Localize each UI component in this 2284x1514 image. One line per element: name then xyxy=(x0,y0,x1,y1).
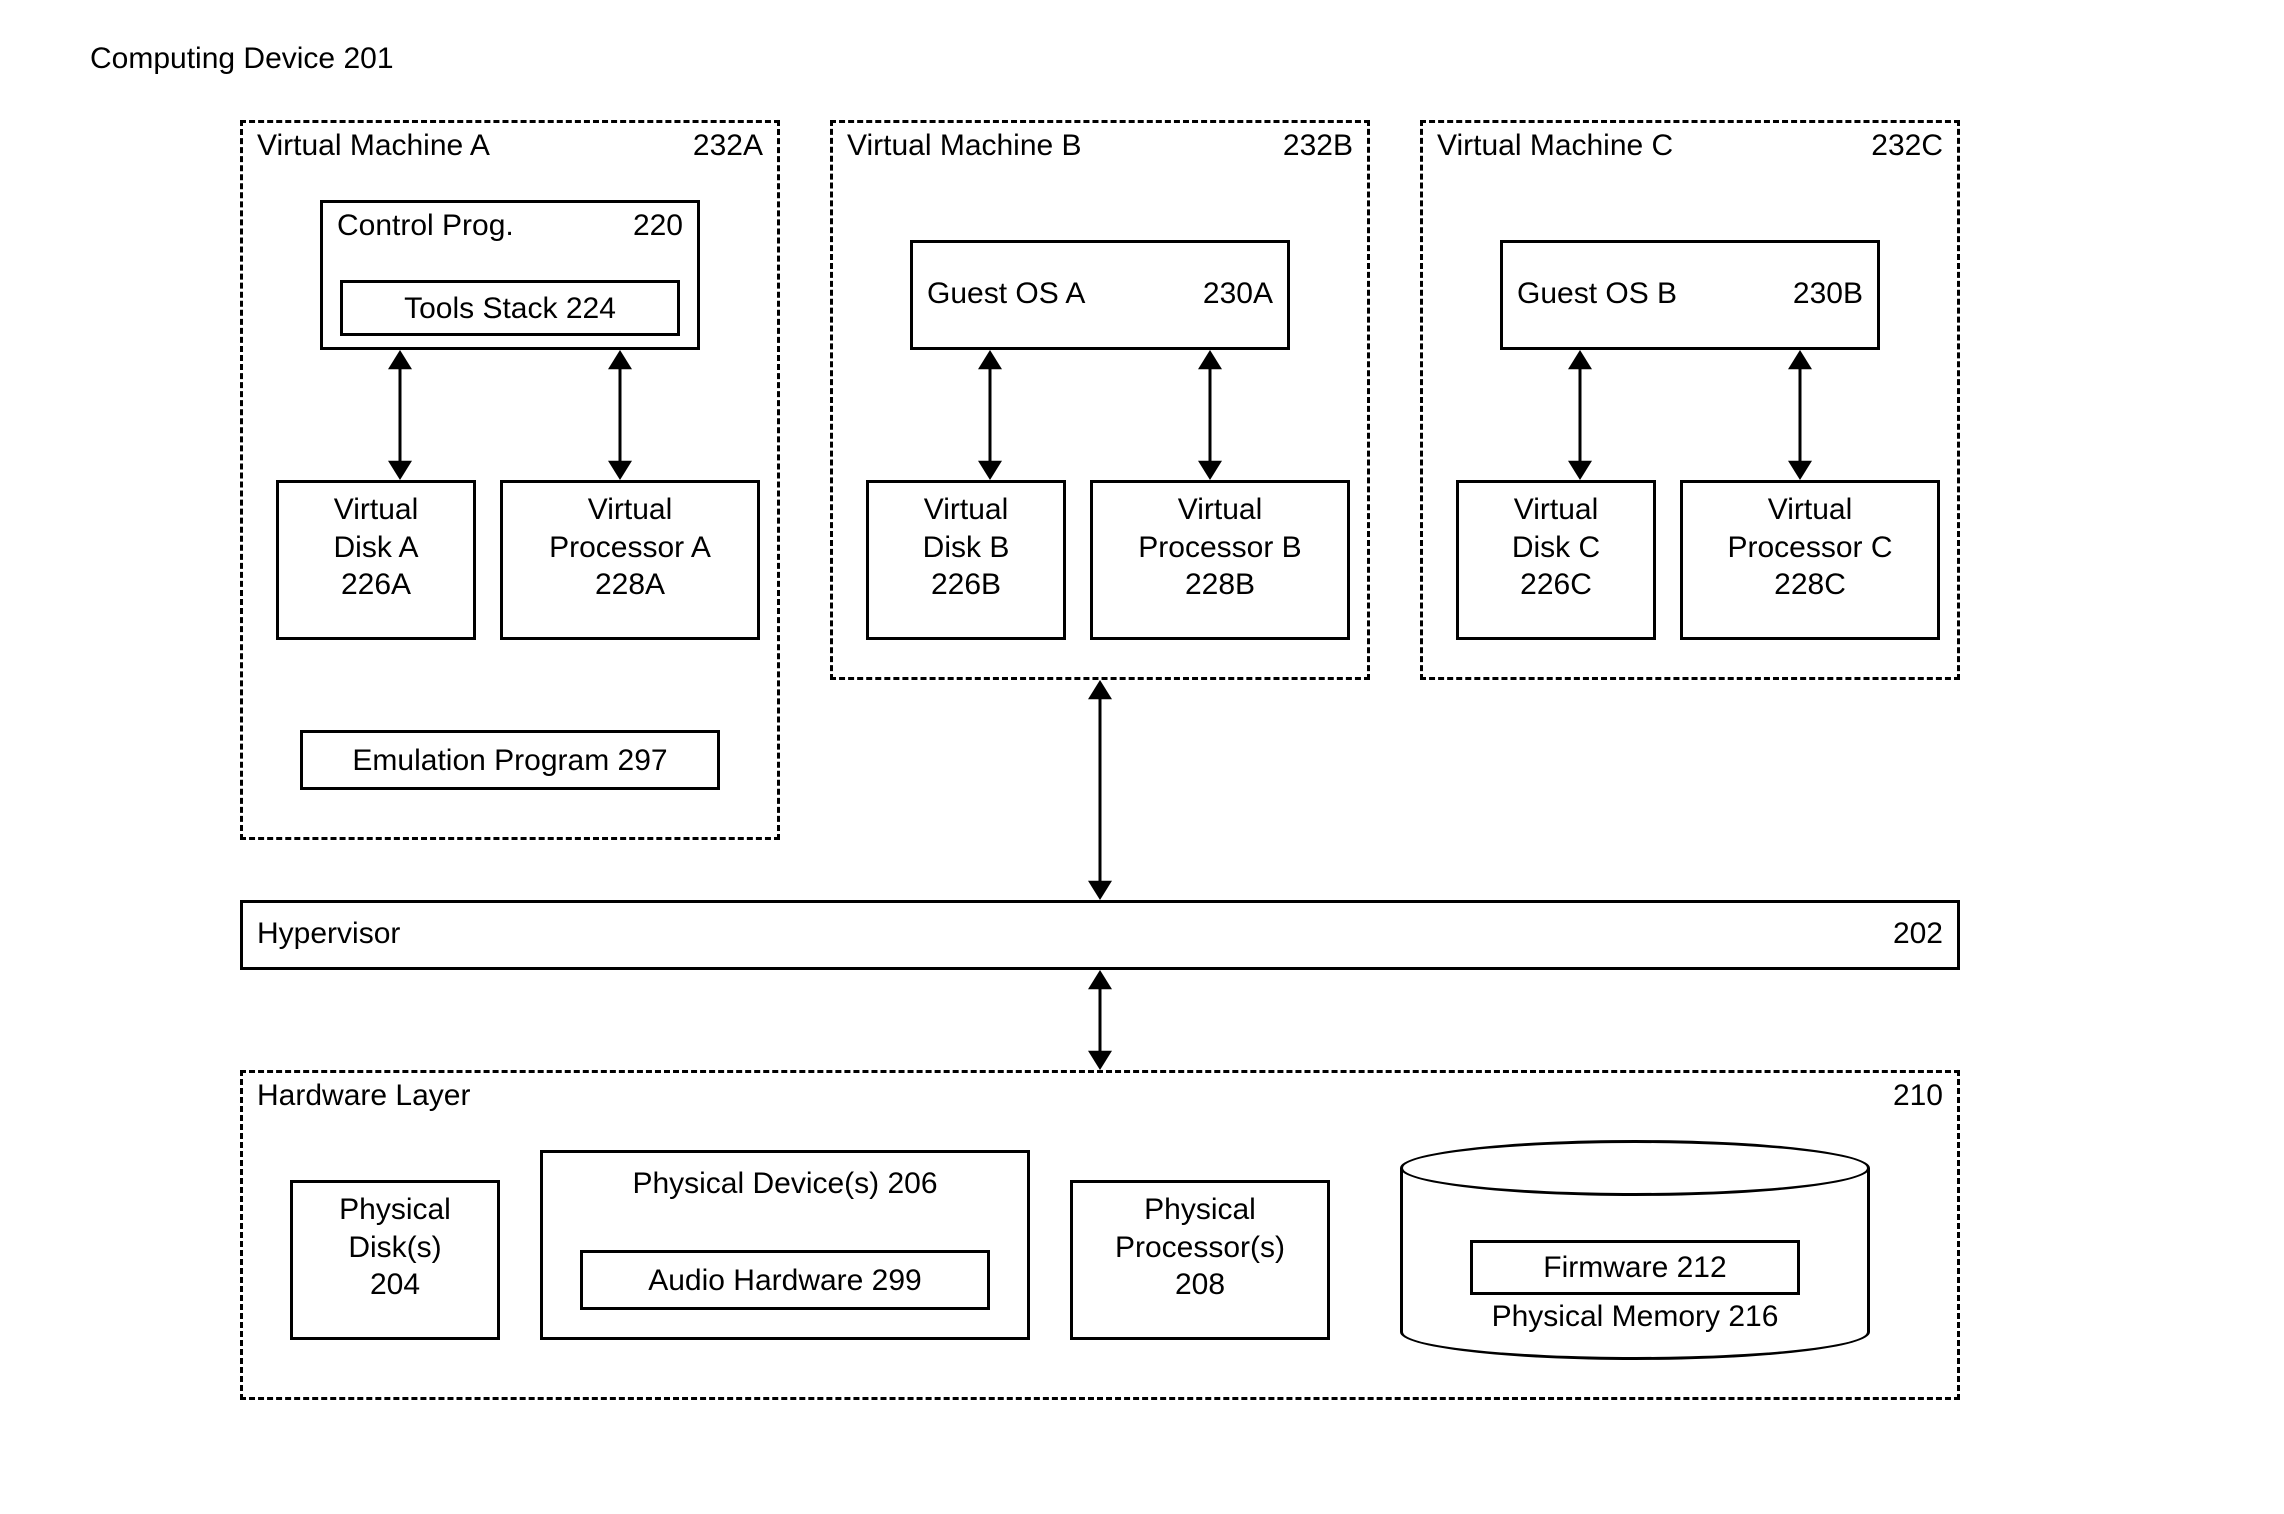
diagram-canvas: Computing Device 201 Virtual Machine A 2… xyxy=(0,0,2284,1514)
vproc-c-l1: Virtual xyxy=(1683,491,1937,529)
vm-a-label: Virtual Machine A xyxy=(257,129,490,162)
vm-b-ref: 232B xyxy=(1283,129,1353,162)
control-prog-header: Control Prog. 220 xyxy=(323,203,697,242)
phys-proc-l2: Processor(s) xyxy=(1073,1229,1327,1267)
audio-hw-box: Audio Hardware 299 xyxy=(580,1250,990,1310)
vproc-c-l2: Processor C xyxy=(1683,529,1937,567)
vproc-b-box: Virtual Processor B 228B xyxy=(1090,480,1350,640)
vproc-b-l1: Virtual xyxy=(1093,491,1347,529)
firmware-box: Firmware 212 xyxy=(1470,1240,1800,1295)
hw-layer-label: Hardware Layer xyxy=(257,1079,470,1112)
phys-dev-box: Physical Device(s) 206 xyxy=(540,1150,1030,1340)
tools-stack-box: Tools Stack 224 xyxy=(340,280,680,336)
guest-os-a-box: Guest OS A 230A xyxy=(910,240,1290,350)
control-prog-ref: 220 xyxy=(633,209,683,242)
guest-os-b-box: Guest OS B 230B xyxy=(1500,240,1880,350)
guest-os-b-ref: 230B xyxy=(1793,277,1863,310)
audio-hw-text: Audio Hardware 299 xyxy=(648,1264,922,1297)
vm-c-header: Virtual Machine C 232C xyxy=(1423,123,1957,162)
guest-os-b-header: Guest OS B 230B xyxy=(1503,243,1877,310)
vm-c-ref: 232C xyxy=(1871,129,1943,162)
phys-proc-box: Physical Processor(s) 208 xyxy=(1070,1180,1330,1340)
guest-os-a-ref: 230A xyxy=(1203,277,1273,310)
vdisk-a-l1: Virtual xyxy=(279,491,473,529)
hypervisor-ref: 202 xyxy=(1893,917,1943,950)
vdisk-b-l1: Virtual xyxy=(869,491,1063,529)
vm-a-ref: 232A xyxy=(693,129,763,162)
phys-disk-l1: Physical xyxy=(293,1191,497,1229)
guest-os-a-label: Guest OS A xyxy=(927,277,1085,310)
vdisk-c-l2: Disk C xyxy=(1459,529,1653,567)
hw-layer-header: Hardware Layer 210 xyxy=(243,1073,1957,1112)
vproc-a-l3: 228A xyxy=(503,566,757,604)
hypervisor-box: Hypervisor 202 xyxy=(240,900,1960,970)
vproc-c-l3: 228C xyxy=(1683,566,1937,604)
emulation-text: Emulation Program 297 xyxy=(352,744,667,777)
hypervisor-label: Hypervisor xyxy=(257,917,400,950)
vproc-a-box: Virtual Processor A 228A xyxy=(500,480,760,640)
memory-label: Physical Memory 216 xyxy=(1470,1300,1800,1333)
guest-os-b-label: Guest OS B xyxy=(1517,277,1677,310)
vproc-a-l2: Processor A xyxy=(503,529,757,567)
vm-a-header: Virtual Machine A 232A xyxy=(243,123,777,162)
phys-disk-l2: Disk(s) xyxy=(293,1229,497,1267)
vdisk-c-box: Virtual Disk C 226C xyxy=(1456,480,1656,640)
vproc-c-box: Virtual Processor C 228C xyxy=(1680,480,1940,640)
vm-b-label: Virtual Machine B xyxy=(847,129,1082,162)
vproc-a-l1: Virtual xyxy=(503,491,757,529)
vdisk-b-l3: 226B xyxy=(869,566,1063,604)
phys-dev-label: Physical Device(s) 206 xyxy=(543,1153,1027,1200)
guest-os-a-header: Guest OS A 230A xyxy=(913,243,1287,310)
vdisk-a-box: Virtual Disk A 226A xyxy=(276,480,476,640)
hypervisor-header: Hypervisor 202 xyxy=(243,903,1957,950)
vdisk-c-l1: Virtual xyxy=(1459,491,1653,529)
tools-stack-text: Tools Stack 224 xyxy=(404,292,616,325)
vm-b-header: Virtual Machine B 232B xyxy=(833,123,1367,162)
phys-proc-l1: Physical xyxy=(1073,1191,1327,1229)
vdisk-b-box: Virtual Disk B 226B xyxy=(866,480,1066,640)
phys-proc-l3: 208 xyxy=(1073,1266,1327,1304)
vproc-b-l2: Processor B xyxy=(1093,529,1347,567)
firmware-text: Firmware 212 xyxy=(1543,1251,1726,1284)
phys-disk-l3: 204 xyxy=(293,1266,497,1304)
diagram-title: Computing Device 201 xyxy=(90,42,394,75)
vdisk-c-l3: 226C xyxy=(1459,566,1653,604)
phys-disk-box: Physical Disk(s) 204 xyxy=(290,1180,500,1340)
memory-cylinder-top xyxy=(1400,1140,1870,1196)
vdisk-a-l3: 226A xyxy=(279,566,473,604)
vdisk-b-l2: Disk B xyxy=(869,529,1063,567)
vproc-b-l3: 228B xyxy=(1093,566,1347,604)
emulation-box: Emulation Program 297 xyxy=(300,730,720,790)
control-prog-label: Control Prog. xyxy=(337,209,514,242)
vm-c-label: Virtual Machine C xyxy=(1437,129,1673,162)
hw-layer-ref: 210 xyxy=(1893,1079,1943,1112)
vdisk-a-l2: Disk A xyxy=(279,529,473,567)
